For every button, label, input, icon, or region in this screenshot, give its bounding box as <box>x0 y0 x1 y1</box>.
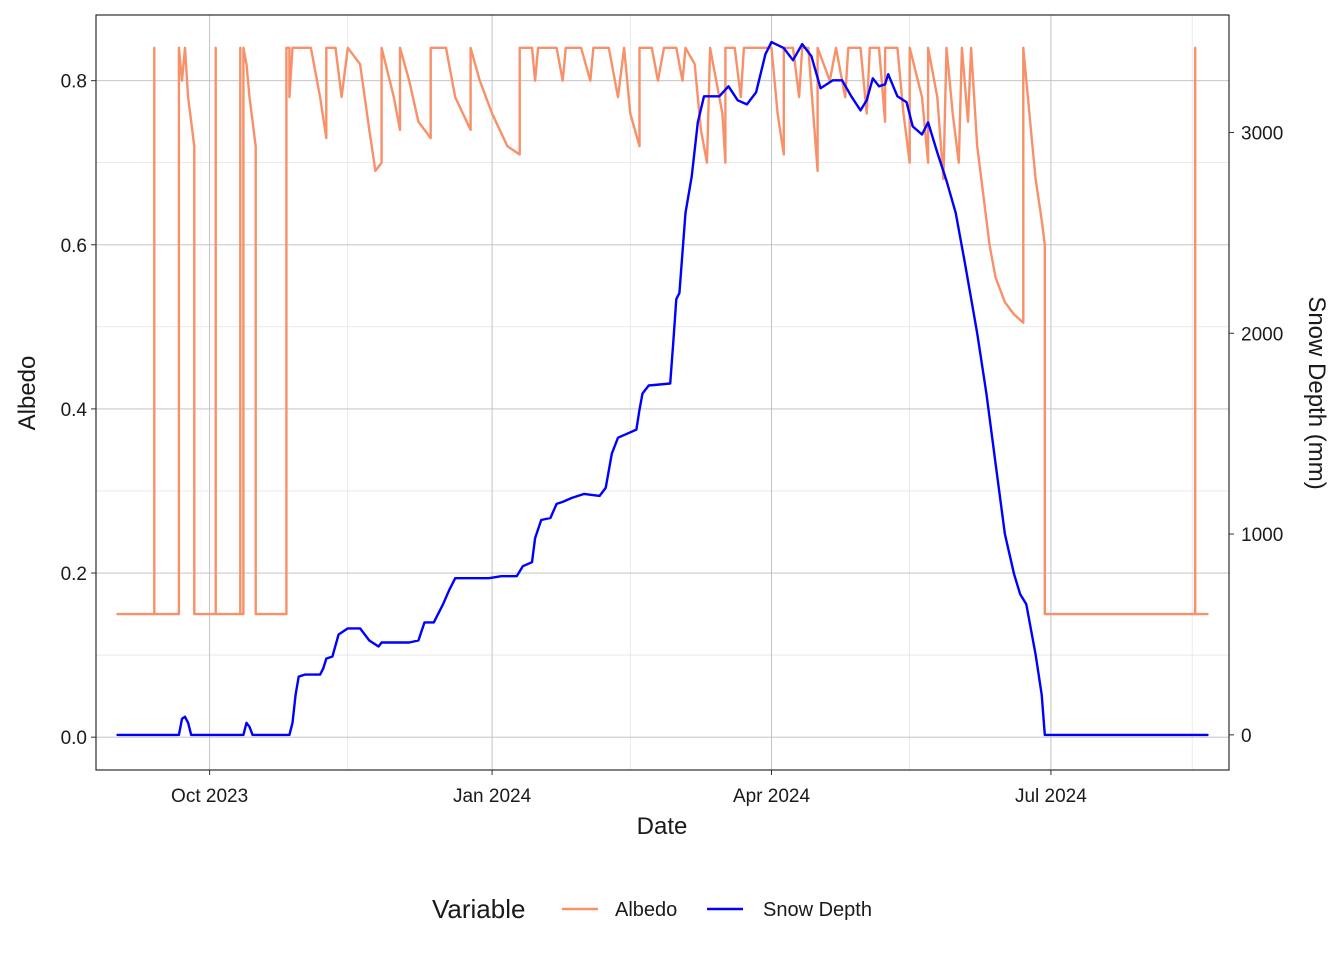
y2-tick-label: 3000 <box>1241 123 1283 144</box>
series-line-snow-depth <box>116 40 1209 737</box>
y-tick-label: 0.4 <box>61 400 88 421</box>
plot-panel <box>96 15 1229 770</box>
x-tick-label: Jan 2024 <box>453 786 532 807</box>
y-tick-label: 0.8 <box>61 72 87 93</box>
axis-layer: 0.0 0.2 0.4 0.6 0.8 Oct 2023 Jan 2024 Apr 2024 J… <box>61 72 1284 807</box>
x-tick-label: Apr 2024 <box>733 786 811 807</box>
y-tick-label: 0.2 <box>61 564 87 585</box>
legend-label-snow-depth: Snow Depth <box>763 899 872 921</box>
x-tick-label: Oct 2023 <box>171 786 248 807</box>
y-tick-label: 0.6 <box>61 236 87 257</box>
y2-tick-label: 2000 <box>1241 324 1283 345</box>
y2-tick-label: 0 <box>1241 726 1252 747</box>
plot-border <box>95 14 1230 771</box>
legend-label-albedo: Albedo <box>615 899 677 921</box>
y2-axis-title: Snow Depth (mm) <box>1303 296 1330 489</box>
y2-tick-label: 1000 <box>1241 525 1283 546</box>
grid-layer <box>96 15 1229 770</box>
y-tick-label: 0.0 <box>61 728 87 749</box>
x-tick-label: Jul 2024 <box>1015 786 1087 807</box>
series-layer <box>116 40 1209 737</box>
legend-title: Variable <box>432 894 525 924</box>
x-axis-title: Date <box>637 813 688 840</box>
legend: Variable Albedo Snow Depth <box>432 894 872 924</box>
y-axis-title: Albedo <box>14 356 41 431</box>
series-line-albedo <box>116 46 1209 616</box>
